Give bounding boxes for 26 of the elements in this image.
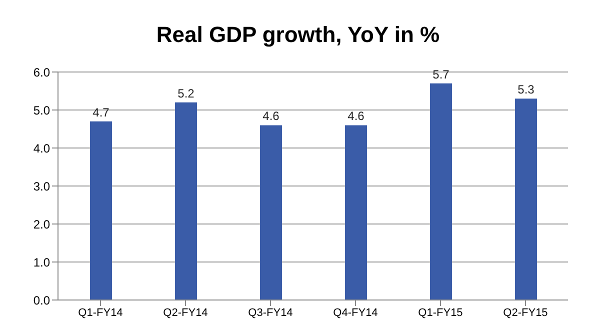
y-tick-label: 3.0 — [33, 179, 50, 194]
data-label: 5.2 — [178, 86, 195, 100]
x-tick-label: Q2-FY15 — [503, 306, 548, 319]
data-label: 5.3 — [518, 82, 535, 97]
y-tick-label: 4.0 — [33, 141, 50, 156]
bar — [430, 83, 452, 300]
y-tick-label: 6.0 — [33, 65, 50, 80]
x-tick-label: Q1-FY15 — [418, 306, 463, 319]
x-tick-label: Q4-FY14 — [333, 306, 378, 319]
x-tick-label: Q3-FY14 — [248, 306, 293, 319]
x-tick-label: Q1-FY14 — [78, 306, 123, 319]
data-label: 4.6 — [348, 109, 365, 124]
bar — [260, 125, 282, 300]
data-label: 5.7 — [432, 67, 450, 82]
y-tick-label: 0.0 — [33, 293, 50, 308]
y-tick-label: 2.0 — [33, 217, 50, 232]
bar — [515, 98, 537, 300]
data-label: 4.7 — [92, 105, 110, 120]
y-tick-label: 5.0 — [33, 103, 50, 118]
chart-title: Real GDP growth, YoY in % — [155, 21, 441, 49]
y-tick-label: 1.0 — [33, 255, 50, 270]
bar — [90, 121, 112, 300]
bar — [345, 125, 367, 300]
x-tick-label: Q2-FY14 — [163, 306, 208, 319]
bar — [175, 102, 197, 300]
data-label: 4.6 — [262, 109, 280, 124]
